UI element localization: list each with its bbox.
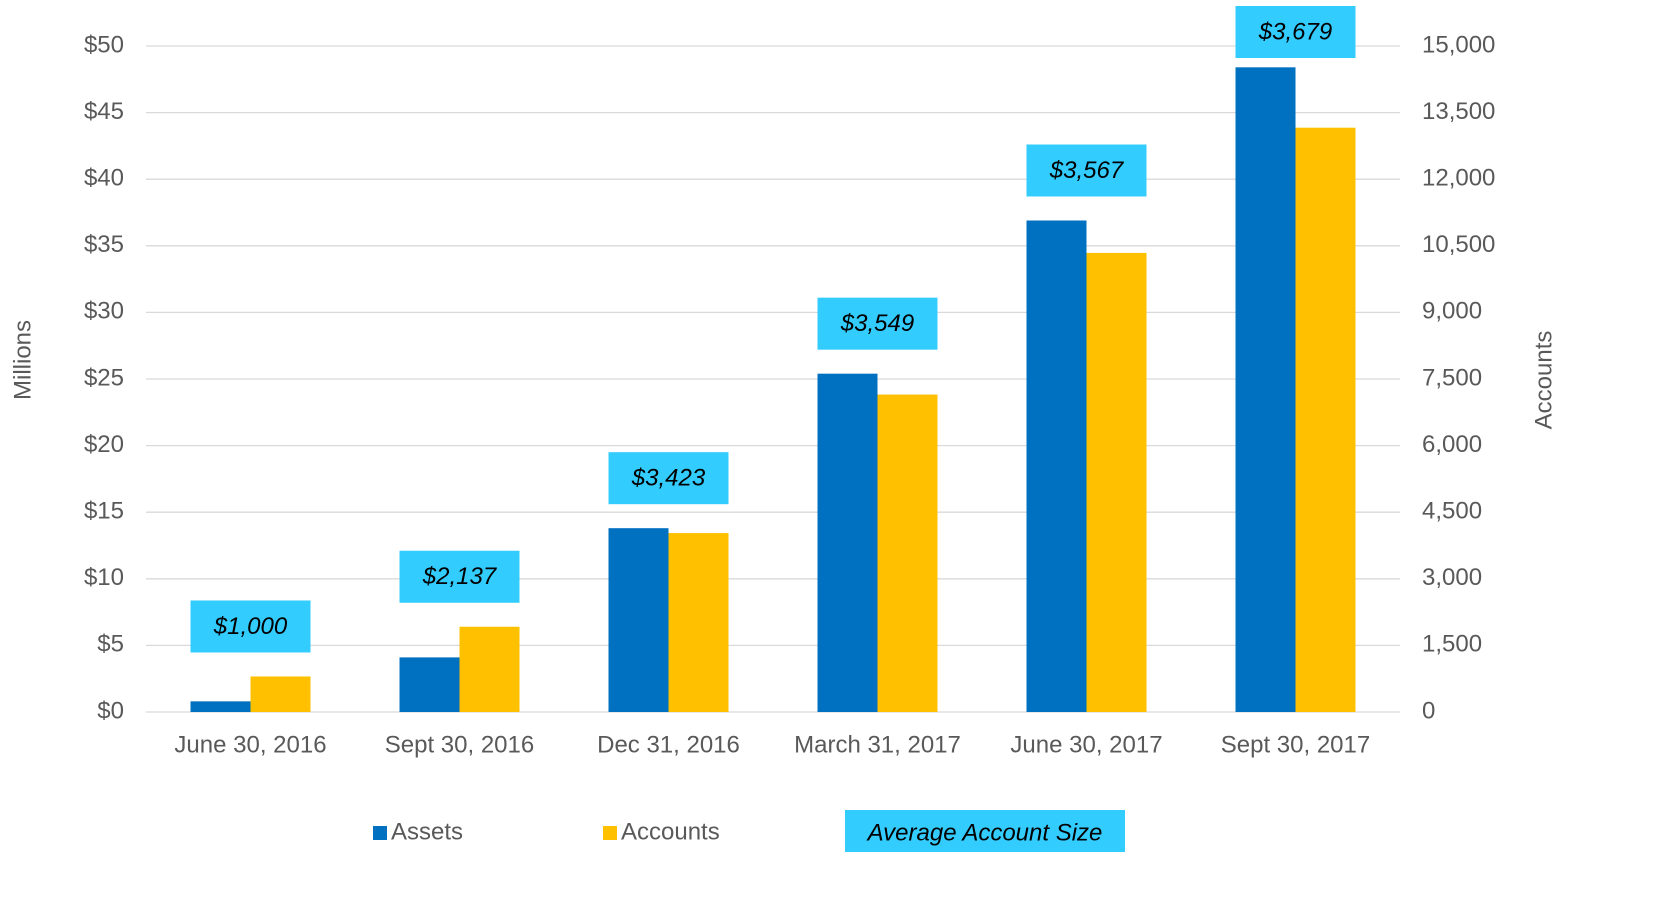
value-label-box (608, 452, 729, 505)
legend-label: Average Account Size (866, 819, 1103, 846)
x-tick-label: Sept 30, 2017 (1221, 731, 1370, 758)
y-tick-label: $0 (97, 697, 124, 724)
y-tick-label: $50 (84, 31, 124, 58)
x-tick-label: Dec 31, 2016 (597, 731, 740, 758)
legend-swatch (373, 826, 387, 840)
bar (668, 533, 729, 712)
y-tick-label: $5 (97, 631, 124, 658)
value-label: $3,567 (1049, 157, 1125, 184)
y-tick-label: $40 (84, 165, 124, 192)
bar (459, 626, 520, 712)
value-label-box (817, 297, 938, 350)
y-tick-label: $30 (84, 298, 124, 325)
bar (1295, 127, 1356, 713)
value-label: $3,423 (631, 465, 706, 492)
bar (1235, 67, 1296, 712)
bar (399, 657, 460, 712)
value-label: $2,137 (422, 563, 498, 590)
y2-tick-label: 15,000 (1422, 31, 1495, 58)
y-axis-title: Millions (9, 320, 36, 400)
bar (250, 676, 311, 712)
value-label: $3,549 (840, 310, 914, 337)
legend-label: Accounts (621, 818, 720, 845)
x-tick-label: March 31, 2017 (794, 731, 961, 758)
legend-swatch (845, 810, 1125, 852)
y2-tick-label: 1,500 (1422, 631, 1482, 658)
x-tick-label: June 30, 2017 (1010, 731, 1162, 758)
y2-tick-label: 3,000 (1422, 564, 1482, 591)
legend-swatch (603, 826, 617, 840)
y2-tick-label: 4,500 (1422, 498, 1482, 525)
y2-tick-label: 7,500 (1422, 364, 1482, 391)
value-label-box (190, 600, 311, 653)
bar (190, 701, 251, 712)
bar (608, 528, 669, 712)
value-label: $3,679 (1258, 18, 1332, 45)
y2-tick-label: 10,500 (1422, 231, 1495, 258)
y2-tick-label: 0 (1422, 697, 1435, 724)
bar (1086, 252, 1147, 713)
y-tick-label: $10 (84, 564, 124, 591)
y-tick-label: $20 (84, 431, 124, 458)
y-tick-label: $15 (84, 498, 124, 525)
y2-tick-label: 12,000 (1422, 165, 1495, 192)
bar (1026, 220, 1087, 712)
y2-axis-title: Accounts (1530, 331, 1557, 430)
x-tick-label: Sept 30, 2016 (385, 731, 534, 758)
value-label-box (1235, 6, 1356, 58)
value-label-box (399, 550, 520, 603)
bar (817, 373, 878, 712)
y2-tick-label: 9,000 (1422, 298, 1482, 325)
y-tick-label: $35 (84, 231, 124, 258)
value-label-box (1026, 144, 1147, 197)
legend-label: Assets (391, 818, 463, 845)
bar (877, 394, 938, 712)
x-tick-label: June 30, 2016 (174, 731, 326, 758)
value-label: $1,000 (213, 613, 288, 640)
y-tick-label: $45 (84, 98, 124, 125)
y2-tick-label: 6,000 (1422, 431, 1482, 458)
y-tick-label: $25 (84, 364, 124, 391)
y2-tick-label: 13,500 (1422, 98, 1495, 125)
